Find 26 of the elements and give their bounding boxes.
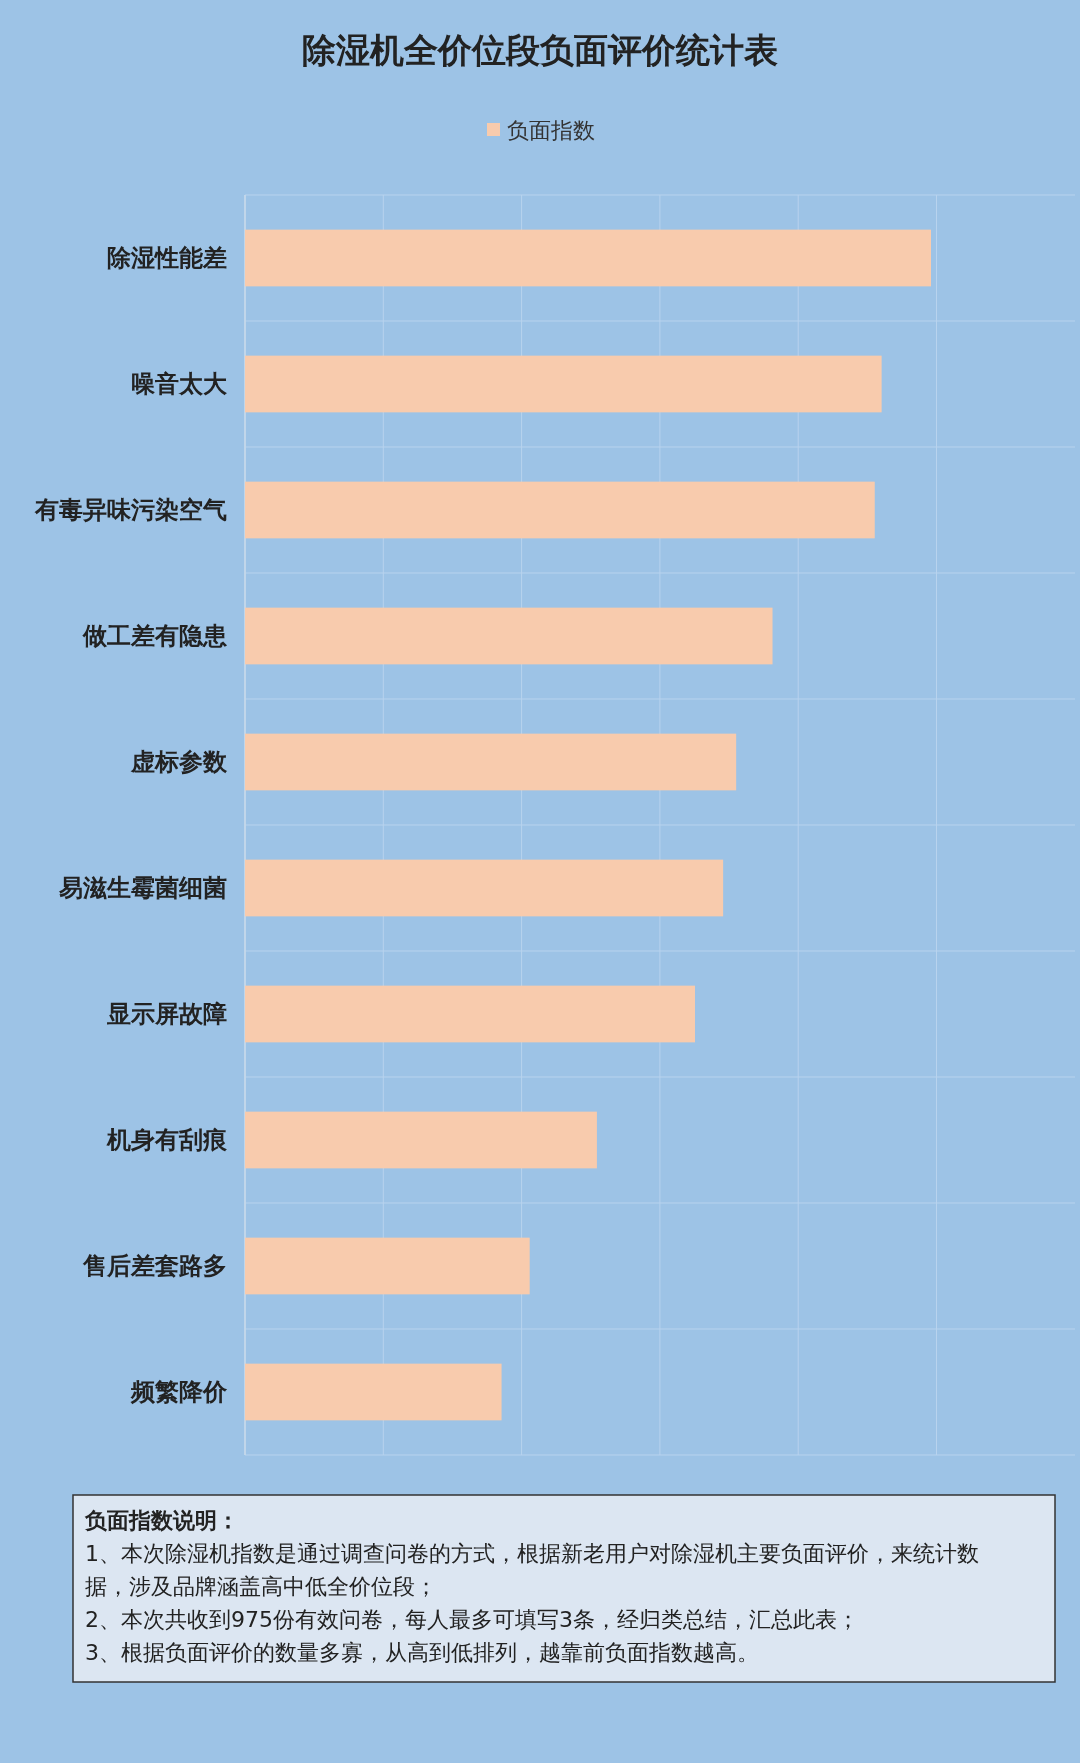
bar <box>245 481 875 539</box>
bar <box>245 1111 597 1169</box>
y-tick-label: 频繁降价 <box>130 1378 228 1407</box>
y-tick-label: 做工差有隐患 <box>82 622 228 651</box>
bar <box>245 859 724 917</box>
text: 3、根据负面评价的数量多寡，从高到低排列，越靠前负面指数越高。 <box>85 1640 759 1665</box>
y-tick-label: 售后差套路多 <box>82 1252 227 1281</box>
y-tick-label: 显示屏故障 <box>106 1000 227 1029</box>
y-tick-label: 除湿性能差 <box>107 244 227 273</box>
bar <box>245 985 696 1043</box>
bar <box>245 733 737 791</box>
chart-title: 除湿机全价位段负面评价统计表 <box>302 30 778 70</box>
y-tick-label: 机身有刮痕 <box>106 1126 228 1155</box>
y-tick-label: 有毒异味污染空气 <box>34 496 227 525</box>
y-tick-label: 虚标参数 <box>130 748 228 777</box>
text: 2、本次共收到975份有效问卷，每人最多可填写3条，经归类总结，汇总此表； <box>85 1607 859 1632</box>
bar <box>245 607 773 665</box>
y-tick-label: 易滋生霉菌细菌 <box>58 874 227 903</box>
text: 负面指数说明： <box>84 1508 239 1533</box>
bar <box>245 1237 530 1295</box>
y-tick-label: 噪音太大 <box>131 370 228 399</box>
text: 1、本次除湿机指数是通过调查问卷的方式，根据新老用户对除湿机主要负面评价，来统计数据，涉及品牌涵盖高中低全价位段； <box>85 1541 979 1599</box>
bar <box>245 229 931 287</box>
bar <box>245 355 882 413</box>
bar <box>245 1363 502 1421</box>
legend-label: 负面指数 <box>507 118 595 143</box>
